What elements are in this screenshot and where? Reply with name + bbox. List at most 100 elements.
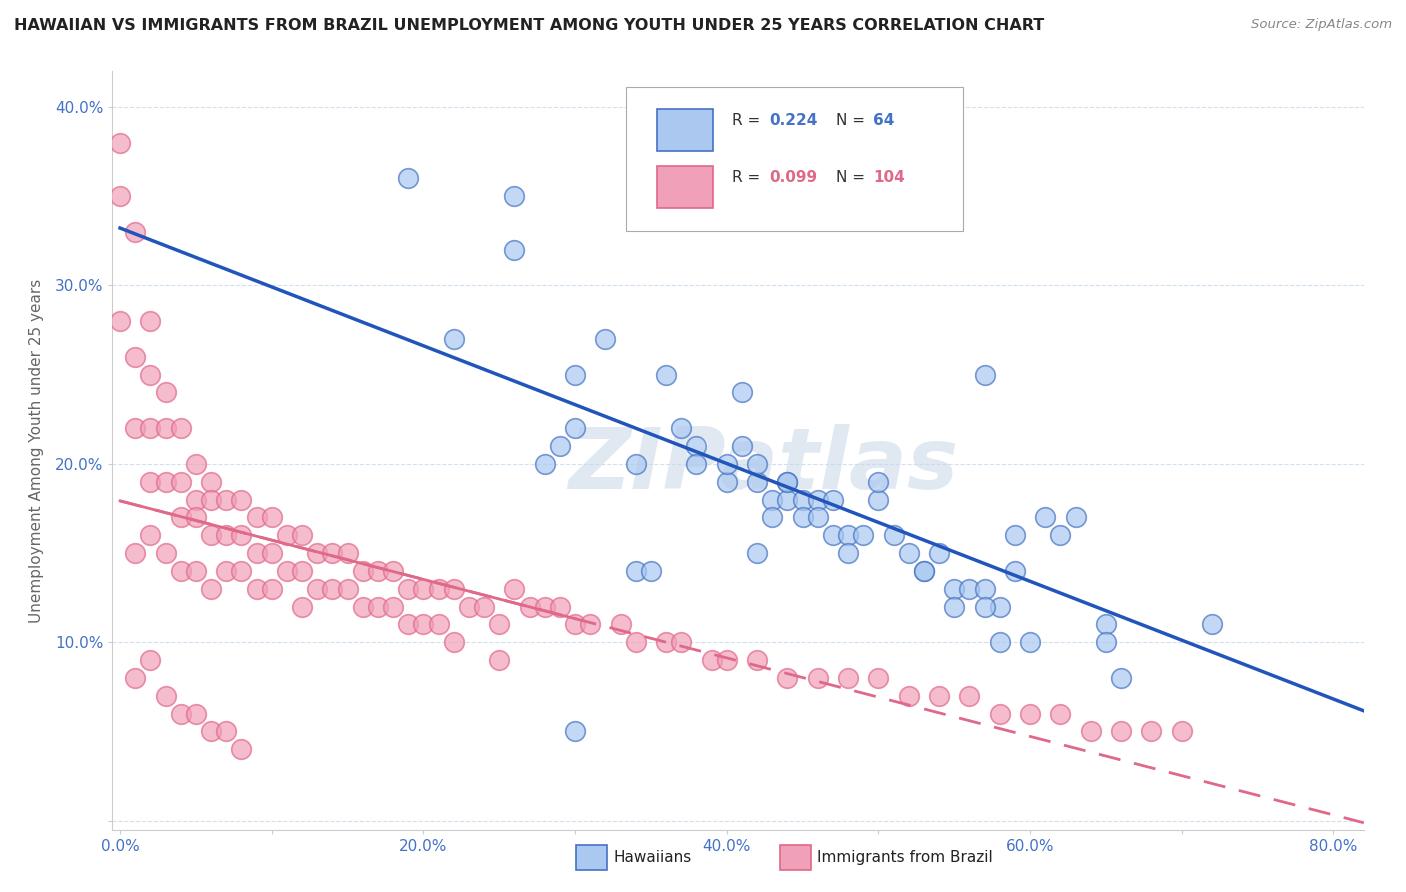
Point [503, 582, 526, 596]
Point [488, 617, 510, 632]
Text: N =: N = [835, 113, 870, 128]
Text: 104: 104 [873, 170, 905, 185]
Point [1033, 510, 1056, 524]
Point [412, 617, 434, 632]
Point [245, 546, 267, 560]
Point [852, 528, 875, 542]
Point [1109, 671, 1132, 685]
Point [837, 546, 859, 560]
Point [792, 510, 814, 524]
Text: R =: R = [733, 170, 765, 185]
Point [200, 475, 222, 489]
Point [170, 706, 193, 721]
Point [124, 671, 146, 685]
Point [1095, 635, 1118, 649]
Point [897, 546, 920, 560]
Point [443, 332, 465, 346]
Text: 0.224: 0.224 [769, 113, 818, 128]
Point [821, 528, 844, 542]
Point [745, 475, 768, 489]
Point [155, 689, 177, 703]
Point [928, 546, 950, 560]
Text: ZIPatlas: ZIPatlas [568, 424, 959, 508]
Point [260, 546, 283, 560]
Point [291, 599, 314, 614]
Point [245, 582, 267, 596]
Point [184, 492, 207, 507]
Point [745, 457, 768, 471]
Point [609, 617, 631, 632]
Point [761, 510, 783, 524]
Point [488, 653, 510, 667]
Point [807, 492, 830, 507]
Point [655, 635, 678, 649]
Point [443, 582, 465, 596]
Point [1049, 706, 1071, 721]
Point [200, 582, 222, 596]
Point [624, 635, 647, 649]
Point [108, 136, 131, 150]
Point [655, 368, 678, 382]
Point [776, 475, 799, 489]
Point [336, 582, 359, 596]
Point [959, 582, 981, 596]
Point [776, 671, 799, 685]
Point [731, 385, 754, 400]
Point [155, 475, 177, 489]
Point [807, 510, 830, 524]
Point [533, 599, 555, 614]
Point [382, 599, 405, 614]
Point [231, 528, 253, 542]
Point [472, 599, 495, 614]
Point [276, 564, 298, 578]
Point [624, 564, 647, 578]
Point [503, 189, 526, 203]
Point [184, 564, 207, 578]
Point [716, 653, 738, 667]
Point [837, 528, 859, 542]
Point [215, 724, 238, 739]
Point [382, 564, 405, 578]
Point [352, 564, 374, 578]
Point [231, 564, 253, 578]
Point [427, 617, 450, 632]
Point [139, 421, 162, 435]
Point [564, 368, 586, 382]
Text: 0.099: 0.099 [769, 170, 817, 185]
Point [1140, 724, 1163, 739]
Bar [657, 166, 713, 208]
Point [564, 617, 586, 632]
Text: Immigrants from Brazil: Immigrants from Brazil [817, 850, 993, 864]
Point [307, 546, 329, 560]
Point [1064, 510, 1087, 524]
Point [215, 564, 238, 578]
Point [412, 582, 434, 596]
Point [973, 368, 995, 382]
Point [458, 599, 481, 614]
Point [1019, 706, 1042, 721]
Point [170, 564, 193, 578]
Point [155, 421, 177, 435]
Point [184, 457, 207, 471]
Point [184, 510, 207, 524]
Point [943, 599, 966, 614]
Point [1004, 528, 1026, 542]
Point [124, 421, 146, 435]
Point [1080, 724, 1102, 739]
FancyBboxPatch shape [626, 87, 963, 231]
Point [912, 564, 935, 578]
Point [291, 564, 314, 578]
Point [336, 546, 359, 560]
Point [1201, 617, 1223, 632]
Point [231, 492, 253, 507]
Point [533, 457, 555, 471]
Text: 64: 64 [873, 113, 894, 128]
Point [1109, 724, 1132, 739]
Point [396, 617, 419, 632]
Point [124, 546, 146, 560]
Point [821, 492, 844, 507]
Point [139, 368, 162, 382]
Point [215, 492, 238, 507]
Point [260, 582, 283, 596]
Point [367, 599, 389, 614]
